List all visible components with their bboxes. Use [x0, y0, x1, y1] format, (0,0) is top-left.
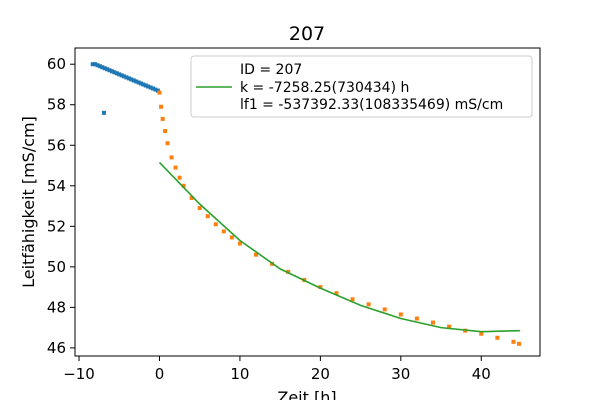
y-tick-label: 56 [47, 136, 66, 154]
y-tick-label: 54 [47, 177, 66, 195]
data-point-pre [143, 83, 148, 88]
plot-area [90, 62, 522, 346]
data-point-post [334, 291, 339, 296]
data-point-pre [131, 78, 136, 83]
data-point-post [382, 307, 387, 312]
data-point-post [160, 116, 165, 121]
y-tick-label: 58 [47, 96, 66, 114]
data-point-post [237, 241, 242, 246]
fit-curve [158, 161, 520, 333]
data-point-post [157, 90, 162, 95]
x-axis-label: Zeit [h] [277, 388, 336, 400]
data-point-post [163, 129, 168, 134]
x-tick-label: 30 [391, 365, 410, 383]
data-point-pre [90, 62, 95, 67]
data-point-post [181, 183, 186, 188]
data-point-pre [101, 110, 106, 115]
x-tick-label: 10 [230, 365, 249, 383]
y-tick-label: 48 [47, 298, 66, 316]
x-tick-label: 20 [311, 365, 330, 383]
data-point-pre [122, 74, 127, 79]
data-point-post [197, 206, 202, 211]
data-point-post [159, 104, 164, 109]
x-tick-label: −10 [63, 365, 95, 383]
x-tick-label: 0 [155, 365, 165, 383]
data-point-pre [146, 84, 151, 89]
y-tick-label: 52 [47, 217, 66, 235]
data-point-post [447, 324, 452, 329]
x-tick-label: 40 [472, 365, 491, 383]
data-point-post [221, 229, 226, 234]
axes: −10 0 10 20 30 40 46 48 50 52 54 56 58 60 [47, 47, 541, 383]
data-point-pre [136, 80, 141, 85]
chart-title: 207 [289, 23, 325, 45]
data-point-post [431, 320, 436, 325]
data-point-pre [97, 64, 102, 69]
data-point-pre [107, 68, 112, 73]
legend-box [190, 55, 533, 118]
data-point-pre [119, 73, 124, 78]
data-point-post [205, 214, 210, 219]
data-point-post [318, 285, 323, 290]
data-point-pre [100, 65, 105, 70]
data-point-post [229, 235, 234, 240]
data-point-pre [112, 70, 117, 75]
axes-frame [74, 47, 541, 357]
legend-entry-k: k = -7258.25(730434) h [240, 80, 409, 96]
data-point-pre [129, 77, 134, 82]
data-point-post [213, 222, 218, 227]
data-point-post [254, 252, 259, 257]
legend: ID = 207 k = -7258.25(730434) h lf1 = -5… [190, 55, 533, 118]
y-tick-label: 60 [47, 55, 66, 73]
data-point-post [366, 302, 371, 307]
y-axis-label: Leitfähigkeit [mS/cm] [19, 116, 38, 288]
data-point-post [414, 316, 419, 321]
data-point-pre [124, 75, 129, 80]
data-point-post [173, 165, 178, 170]
data-point-pre [151, 86, 156, 91]
data-point-pre [102, 66, 107, 71]
y-tick-label: 50 [47, 258, 66, 276]
legend-entry-lf1: lf1 = -537392.33(108335469) mS/cm [240, 97, 503, 113]
data-point-post [479, 331, 484, 336]
data-point-pre [114, 71, 119, 76]
data-point-pre [141, 82, 146, 87]
data-point-post [165, 141, 170, 146]
data-point-post [495, 335, 500, 340]
y-tick-label: 46 [47, 339, 66, 357]
data-point-post [517, 341, 522, 346]
data-point-pre [95, 63, 100, 68]
data-point-pre [153, 87, 158, 92]
data-point-pre [93, 62, 98, 67]
data-point-pre [148, 85, 153, 90]
data-point-pre [134, 79, 139, 84]
data-point-post [189, 195, 194, 200]
data-point-post [177, 175, 182, 180]
data-point-post [169, 155, 174, 160]
data-point-pre [155, 88, 160, 93]
data-point-post [398, 312, 403, 317]
data-point-pre [126, 76, 131, 81]
data-point-pre [105, 67, 110, 72]
legend-entry-id: ID = 207 [240, 62, 302, 78]
data-point-pre [138, 81, 143, 86]
data-point-post [350, 297, 355, 302]
data-point-pre [110, 69, 115, 74]
data-point-pre [117, 72, 122, 77]
data-point-post [511, 339, 516, 344]
